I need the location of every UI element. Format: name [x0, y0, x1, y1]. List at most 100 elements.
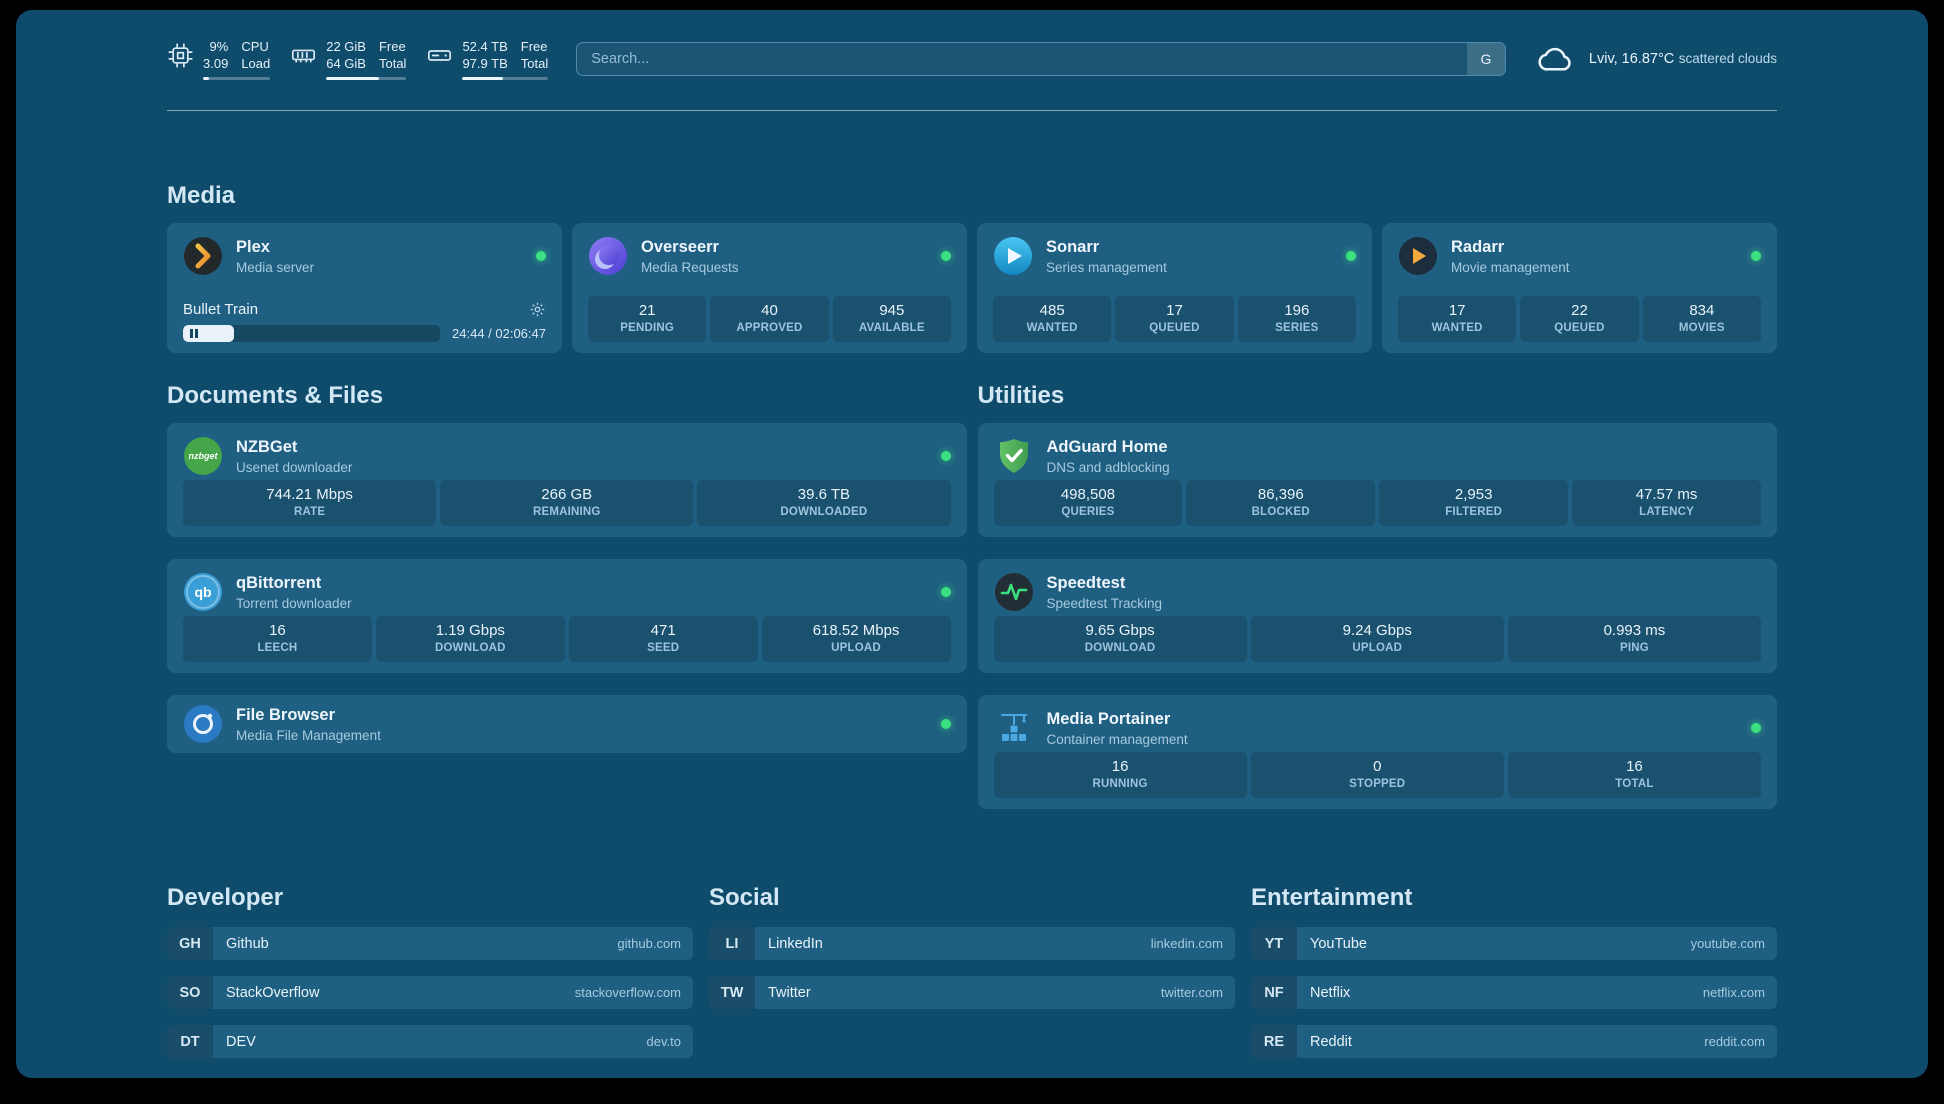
filebrowser-icon — [183, 704, 223, 744]
bookmark-github[interactable]: GH Github github.com — [167, 927, 693, 960]
speedtest-icon — [994, 572, 1034, 612]
stat-tile: 17 WANTED — [1398, 296, 1517, 342]
qbittorrent-icon: qb — [183, 572, 223, 612]
service-card-radarr[interactable]: Radarr Movie management 17 WANTED 22 QUE… — [1382, 223, 1777, 353]
service-card-nzbget[interactable]: nzbget NZBGet Usenet downloader 74 — [167, 423, 967, 537]
search-area: G — [576, 42, 1506, 76]
cpu-widget: 9% 3.09 CPU Load — [167, 38, 271, 80]
resource-widgets: 9% 3.09 CPU Load — [167, 38, 549, 80]
service-card-overseerr[interactable]: Overseerr Media Requests 21 PENDING 40 A… — [572, 223, 967, 353]
bookmark-name: Reddit — [1310, 1033, 1352, 1050]
stat-tile: 744.21 Mbps RATE — [183, 480, 437, 526]
stat-tile: 17 QUEUED — [1115, 296, 1234, 342]
service-stats: 744.21 Mbps RATE 266 GB REMAINING 39.6 T… — [183, 480, 951, 526]
dashboard: 9% 3.09 CPU Load — [16, 10, 1928, 1078]
service-card-portainer[interactable]: Media Portainer Container management 16 … — [977, 695, 1777, 809]
bookmark-domain: netflix.com — [1702, 985, 1765, 1000]
bookmark-dev[interactable]: DT DEV dev.to — [167, 1025, 693, 1058]
cpu-load-label: Load — [241, 56, 271, 71]
stat-tile: 196 SERIES — [1237, 296, 1356, 342]
stat-tile: 9.24 Gbps UPLOAD — [1250, 616, 1504, 662]
service-name: Speedtest — [1046, 573, 1126, 592]
bookmarks-section: Developer GH Github github.com SO StackO… — [167, 883, 1777, 1058]
stat-tile: 16 LEECH — [183, 616, 372, 662]
service-titles: Plex Media server — [236, 237, 523, 276]
status-dot — [940, 587, 951, 597]
bookmark-youtube[interactable]: YT YouTube youtube.com — [1251, 927, 1777, 960]
service-description: Container management — [1046, 731, 1188, 747]
header-divider — [167, 110, 1777, 111]
bookmarks-group-developer: Developer GH Github github.com SO StackO… — [167, 883, 693, 1058]
service-stats: 16 LEECH 1.19 Gbps DOWNLOAD 471 SEED — [183, 616, 951, 662]
bookmark-domain: twitter.com — [1160, 985, 1223, 1000]
service-card-adguard-home[interactable]: AdGuard Home DNS and adblocking 498,508 … — [977, 423, 1777, 537]
service-name: NZBGet — [236, 437, 298, 456]
bookmarks-group-entertainment: Entertainment YT YouTube youtube.com NF … — [1251, 883, 1777, 1058]
bookmark-abbr: NF — [1251, 976, 1297, 1009]
section-utilities: Utilities — [977, 381, 1777, 809]
memory-usage-bar — [326, 77, 407, 80]
service-name: Radarr — [1451, 237, 1505, 256]
disk-free-label: Free — [520, 39, 548, 54]
service-stats: 17 WANTED 22 QUEUED 834 MOVIES — [1398, 296, 1761, 342]
cpu-icon — [167, 42, 194, 69]
stat-tile: 485 WANTED — [993, 296, 1112, 342]
adguard-icon — [994, 436, 1034, 476]
cpu-usage-value: 9% — [209, 39, 229, 54]
service-description: Movie management — [1451, 259, 1570, 275]
bookmark-domain: youtube.com — [1690, 936, 1765, 951]
service-titles: Media Portainer Container management — [1047, 709, 1739, 748]
service-name: Overseerr — [641, 237, 719, 256]
service-name: Sonarr — [1046, 237, 1100, 256]
weather-location: Lviv, 16.87°C — [1588, 50, 1675, 67]
disk-usage-bar — [462, 77, 549, 80]
bookmark-abbr: RE — [1251, 1025, 1297, 1058]
stat-tile: 618.52 Mbps UPLOAD — [761, 616, 951, 662]
bookmark-twitter[interactable]: TW Twitter twitter.com — [709, 976, 1235, 1009]
stat-tile: 498,508 QUERIES — [993, 480, 1183, 526]
service-card-filebrowser[interactable]: File Browser Media File Management — [167, 695, 967, 753]
search-provider-button[interactable]: G — [1466, 43, 1505, 75]
status-dot — [940, 451, 951, 461]
stat-tile: 0 STOPPED — [1250, 752, 1504, 798]
service-card-plex[interactable]: Plex Media server Bullet Train — [167, 223, 562, 353]
bookmark-stackoverflow[interactable]: SO StackOverflow stackoverflow.com — [167, 976, 693, 1009]
service-titles: File Browser Media File Management — [236, 705, 928, 744]
service-name: File Browser — [236, 705, 336, 724]
service-card-speedtest[interactable]: Speedtest Speedtest Tracking 9.65 Gbps D… — [977, 559, 1777, 673]
weather-condition: scattered clouds — [1678, 50, 1777, 66]
sonarr-icon — [993, 236, 1033, 276]
status-dot — [1751, 251, 1761, 261]
status-dot — [940, 719, 951, 729]
bookmark-netflix[interactable]: NF Netflix netflix.com — [1251, 976, 1777, 1009]
stat-tile: 945 AVAILABLE — [832, 296, 951, 342]
memory-total-label: Total — [378, 56, 407, 71]
service-card-qbittorrent[interactable]: qb qBittorrent Torrent downloader — [167, 559, 967, 673]
bookmark-linkedin[interactable]: LI LinkedIn linkedin.com — [709, 927, 1235, 960]
stat-tile: 2,953 FILTERED — [1379, 480, 1569, 526]
playback-progress-bar[interactable] — [183, 325, 441, 342]
section-title-utilities: Utilities — [977, 382, 1065, 409]
service-card-sonarr[interactable]: Sonarr Series management 485 WANTED 17 Q… — [977, 223, 1372, 353]
stat-tile: 40 APPROVED — [710, 296, 829, 342]
plex-icon — [183, 236, 223, 276]
bookmark-reddit[interactable]: RE Reddit reddit.com — [1251, 1025, 1777, 1058]
search-input[interactable] — [576, 42, 1506, 76]
bookmark-abbr: LI — [709, 927, 755, 960]
bookmarks-group-title: Developer — [167, 884, 284, 911]
stat-tile: 16 TOTAL — [1507, 752, 1761, 798]
service-description: Torrent downloader — [236, 595, 352, 611]
cpu-load-value: 3.09 — [203, 56, 229, 71]
disk-free-value: 52.4 TB — [462, 39, 508, 54]
section-title-documents: Documents & Files — [167, 382, 384, 409]
memory-widget: 22 GiB 64 GiB Free Total — [290, 38, 407, 80]
service-stats: 485 WANTED 17 QUEUED 196 SERIES — [993, 296, 1356, 342]
pause-icon — [190, 329, 198, 338]
gear-icon[interactable] — [529, 301, 546, 318]
section-title-media: Media — [167, 182, 236, 209]
now-playing-title: Bullet Train — [183, 301, 259, 318]
service-name: qBittorrent — [236, 573, 322, 592]
top-bar: 9% 3.09 CPU Load — [167, 38, 1777, 80]
status-dot — [536, 251, 546, 261]
memory-free-value: 22 GiB — [326, 39, 366, 54]
